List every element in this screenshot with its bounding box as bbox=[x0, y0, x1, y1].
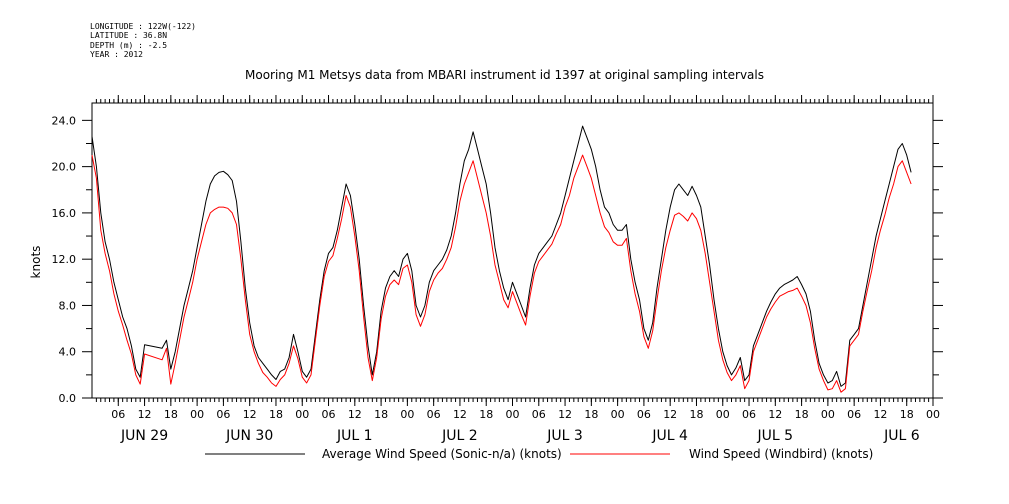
x-tick-label: 00 bbox=[926, 408, 940, 421]
y-tick-label: 8.0 bbox=[59, 299, 77, 312]
day-label: JUN 29 bbox=[120, 428, 168, 444]
y-tick-label: 4.0 bbox=[59, 346, 77, 359]
series-layer bbox=[91, 125, 912, 393]
y-tick-label: 16.0 bbox=[52, 207, 77, 220]
x-tick-label: 00 bbox=[190, 408, 204, 421]
x-tick-label: 06 bbox=[322, 408, 336, 421]
day-label: JUL 3 bbox=[546, 428, 583, 444]
x-tick-label: 12 bbox=[558, 408, 572, 421]
x-tick-label: 18 bbox=[689, 408, 703, 421]
x-tick-label: 18 bbox=[269, 408, 283, 421]
y-tick-label: 20.0 bbox=[52, 161, 77, 174]
x-tick-label: 18 bbox=[795, 408, 809, 421]
x-tick-label: 12 bbox=[873, 408, 887, 421]
axes: 06 12 18 00 06 12 18 00 06 12 18 00 06 12 18 00 06 12 18 00… bbox=[52, 95, 943, 444]
x-tick-label: 06 bbox=[637, 408, 651, 421]
series-line-sonic bbox=[91, 125, 912, 387]
series-line-windbird bbox=[91, 154, 912, 393]
longitude-label: LONGITUDE : 122W(-122) bbox=[90, 22, 196, 31]
x-tick-label: 06 bbox=[742, 408, 756, 421]
x-tick-label: 18 bbox=[900, 408, 914, 421]
x-tick-label: 12 bbox=[243, 408, 257, 421]
x-tick-label: 18 bbox=[479, 408, 493, 421]
x-tick-label: 12 bbox=[453, 408, 467, 421]
x-tick-label: 06 bbox=[532, 408, 546, 421]
depth-label: DEPTH (m) : -2.5 bbox=[90, 40, 168, 50]
x-tick-label: 18 bbox=[584, 408, 598, 421]
x-tick-label: 00 bbox=[821, 408, 835, 421]
latitude-label: LATITUDE : 36.8N bbox=[90, 31, 168, 41]
day-label: JUN 30 bbox=[225, 428, 273, 444]
legend-label: Average Wind Speed (Sonic-n/a) (knots) bbox=[322, 447, 562, 461]
y-tick-label: 24.0 bbox=[52, 114, 77, 127]
day-label: JUL 6 bbox=[883, 428, 920, 444]
x-tick-label: 06 bbox=[427, 408, 441, 421]
x-tick-label: 00 bbox=[716, 408, 730, 421]
x-tick-label: 00 bbox=[506, 408, 520, 421]
x-tick-label: 12 bbox=[138, 408, 152, 421]
y-axis-label: knots bbox=[29, 246, 43, 279]
x-tick-label: 12 bbox=[348, 408, 362, 421]
y-tick-label: 0.0 bbox=[59, 392, 77, 405]
x-tick-label: 00 bbox=[295, 408, 309, 421]
x-tick-label: 06 bbox=[216, 408, 230, 421]
day-label: JUL 1 bbox=[336, 428, 373, 444]
legend: Average Wind Speed (Sonic-n/a) (knots) Wi… bbox=[205, 447, 873, 461]
x-tick-label: 00 bbox=[400, 408, 414, 421]
x-tick-label: 18 bbox=[374, 408, 388, 421]
chart-title: Mooring M1 Metsys data from MBARI instru… bbox=[245, 68, 764, 82]
day-label: JUL 5 bbox=[757, 428, 794, 444]
x-tick-label: 12 bbox=[663, 408, 677, 421]
x-tick-label: 06 bbox=[847, 408, 861, 421]
legend-label: Wind Speed (Windbird) (knots) bbox=[689, 447, 873, 461]
x-tick-label: 18 bbox=[164, 408, 178, 421]
metadata-block: LONGITUDE : 122W(-122) LATITUDE : 36.8N … bbox=[90, 22, 196, 60]
day-label: JUL 4 bbox=[651, 428, 688, 444]
day-label: JUL 2 bbox=[441, 428, 478, 444]
x-tick-label: 12 bbox=[768, 408, 782, 421]
x-tick-label: 00 bbox=[611, 408, 625, 421]
y-tick-label: 12.0 bbox=[52, 253, 77, 266]
plot-frame bbox=[91, 102, 934, 399]
year-label: YEAR : 2012 bbox=[90, 50, 143, 60]
x-tick-label: 06 bbox=[111, 408, 125, 421]
